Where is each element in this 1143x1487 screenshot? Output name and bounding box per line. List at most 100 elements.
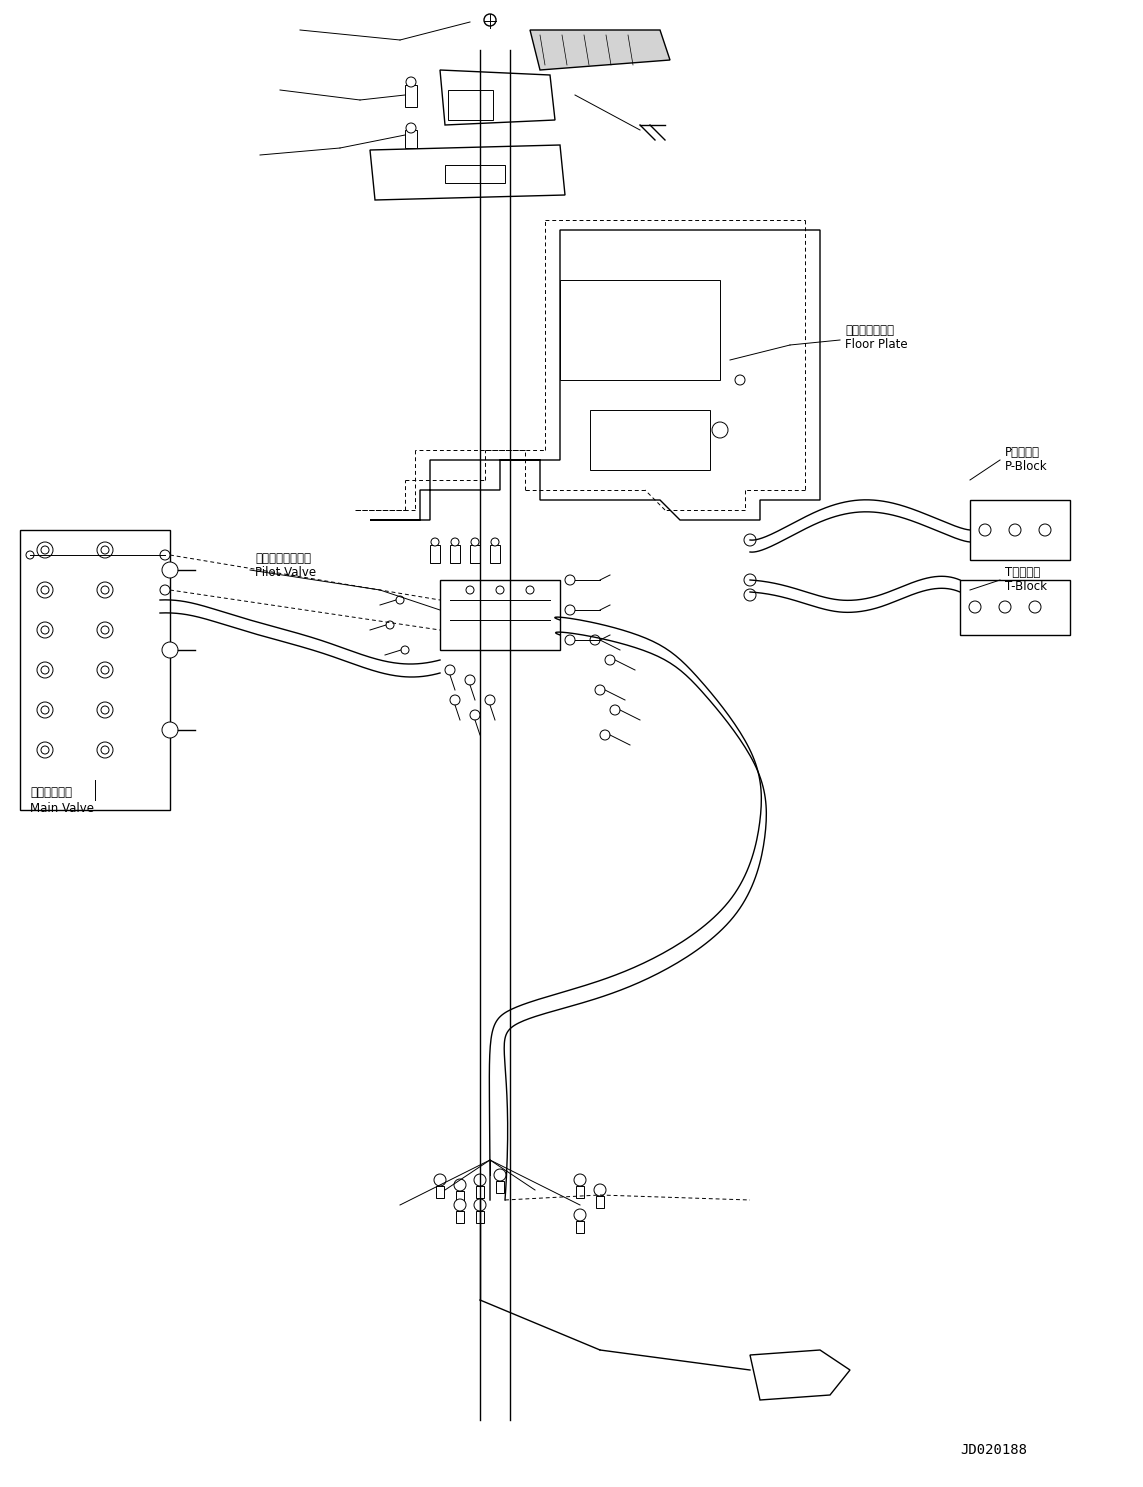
Circle shape <box>494 1169 506 1181</box>
Text: Pilot Valve: Pilot Valve <box>255 567 317 580</box>
Circle shape <box>101 746 109 754</box>
Circle shape <box>162 642 178 659</box>
Circle shape <box>162 562 178 578</box>
Bar <box>560 280 720 381</box>
Circle shape <box>1029 601 1041 613</box>
Circle shape <box>445 665 455 675</box>
Bar <box>475 1187 483 1199</box>
Circle shape <box>386 622 394 629</box>
Bar <box>496 1181 504 1193</box>
Circle shape <box>594 1184 606 1196</box>
Bar <box>490 546 499 564</box>
Circle shape <box>471 538 479 546</box>
Circle shape <box>434 1175 446 1187</box>
Circle shape <box>406 77 416 88</box>
Text: パイロットバルブ: パイロットバルブ <box>255 552 311 565</box>
Circle shape <box>485 694 495 705</box>
Polygon shape <box>750 1350 850 1399</box>
Circle shape <box>735 375 745 385</box>
Bar <box>475 1210 483 1222</box>
Circle shape <box>101 546 109 555</box>
Circle shape <box>744 589 756 601</box>
Circle shape <box>160 550 170 561</box>
Circle shape <box>712 422 728 439</box>
Text: T-Block: T-Block <box>1005 580 1047 593</box>
Bar <box>590 410 710 470</box>
Circle shape <box>491 538 499 546</box>
Circle shape <box>465 675 475 686</box>
Bar <box>448 91 493 120</box>
Text: Floor Plate: Floor Plate <box>845 339 908 351</box>
Circle shape <box>97 742 113 758</box>
Circle shape <box>41 626 49 633</box>
Text: フロアプレート: フロアプレート <box>845 324 894 336</box>
Circle shape <box>97 541 113 558</box>
Circle shape <box>596 686 605 694</box>
Circle shape <box>101 586 109 593</box>
Circle shape <box>483 13 496 25</box>
Circle shape <box>162 723 178 738</box>
Circle shape <box>565 575 575 584</box>
Circle shape <box>37 622 53 638</box>
Bar <box>960 580 1070 635</box>
Circle shape <box>97 622 113 638</box>
Circle shape <box>431 538 439 546</box>
Circle shape <box>474 1199 486 1210</box>
Bar <box>456 1191 464 1203</box>
Circle shape <box>600 730 610 741</box>
Polygon shape <box>370 230 820 520</box>
Text: P-Block: P-Block <box>1005 461 1048 473</box>
Circle shape <box>41 706 49 714</box>
Circle shape <box>26 552 34 559</box>
Bar <box>435 1187 443 1199</box>
Bar <box>405 129 417 149</box>
Circle shape <box>610 705 620 715</box>
Bar <box>470 546 480 564</box>
Circle shape <box>574 1209 586 1221</box>
Circle shape <box>999 601 1012 613</box>
Circle shape <box>590 635 600 645</box>
Circle shape <box>41 746 49 754</box>
Circle shape <box>470 709 480 720</box>
Circle shape <box>969 601 981 613</box>
Circle shape <box>41 666 49 674</box>
Bar <box>430 546 440 564</box>
Circle shape <box>1039 523 1052 535</box>
Text: Tブロック: Tブロック <box>1005 565 1040 578</box>
Bar <box>576 1187 584 1199</box>
Circle shape <box>496 586 504 593</box>
Circle shape <box>160 584 170 595</box>
Text: JD020188: JD020188 <box>960 1442 1028 1457</box>
Polygon shape <box>530 30 670 70</box>
Circle shape <box>37 742 53 758</box>
Text: メインバルブ: メインバルブ <box>30 787 72 800</box>
Circle shape <box>526 586 534 593</box>
Circle shape <box>1009 523 1021 535</box>
Circle shape <box>474 1175 486 1187</box>
Polygon shape <box>370 146 565 199</box>
Bar <box>405 85 417 107</box>
Circle shape <box>565 635 575 645</box>
Circle shape <box>41 586 49 593</box>
Circle shape <box>37 702 53 718</box>
Text: Main Valve: Main Valve <box>30 801 94 815</box>
Circle shape <box>450 694 459 705</box>
Bar <box>596 1196 604 1207</box>
Bar <box>576 1221 584 1233</box>
Circle shape <box>97 581 113 598</box>
Circle shape <box>101 626 109 633</box>
Circle shape <box>565 605 575 616</box>
Bar <box>445 165 505 183</box>
Circle shape <box>97 662 113 678</box>
Circle shape <box>454 1179 466 1191</box>
Circle shape <box>37 541 53 558</box>
Circle shape <box>395 596 403 604</box>
Circle shape <box>97 702 113 718</box>
Circle shape <box>466 586 474 593</box>
Circle shape <box>41 546 49 555</box>
Text: Pブロック: Pブロック <box>1005 446 1040 458</box>
Circle shape <box>406 123 416 132</box>
Circle shape <box>980 523 991 535</box>
Circle shape <box>101 666 109 674</box>
Circle shape <box>101 706 109 714</box>
